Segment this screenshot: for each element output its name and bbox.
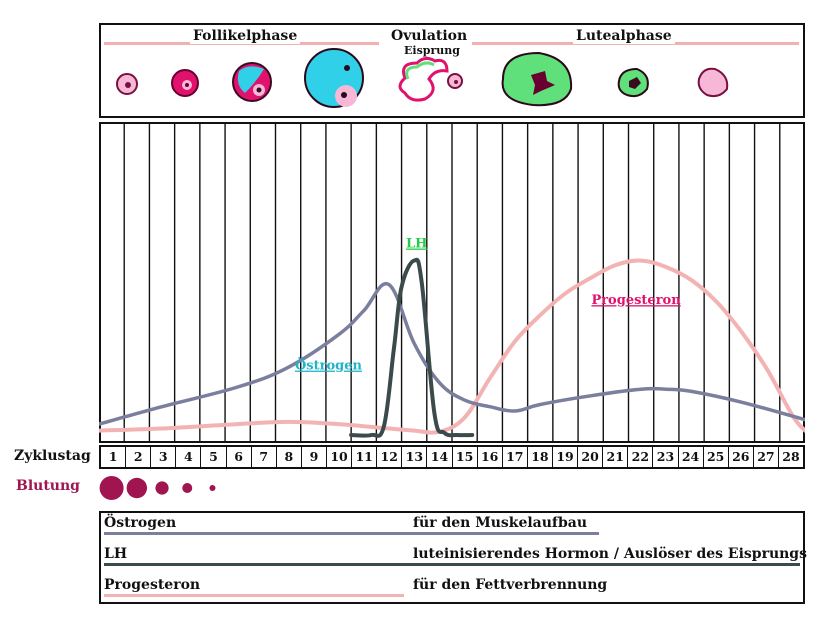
legend-swatch-line <box>104 594 404 597</box>
day-tick-label: 23 <box>653 447 679 467</box>
day-tick-label: 14 <box>427 447 453 467</box>
day-tick-label: 21 <box>603 447 629 467</box>
legend-swatch-line <box>104 532 599 535</box>
day-tick-label: 3 <box>151 447 177 467</box>
day-tick-label: 15 <box>453 447 478 467</box>
annotation-progesteron: Progesteron <box>591 293 681 308</box>
day-tick-label: 27 <box>754 447 779 467</box>
bleeding-indicator <box>99 476 216 500</box>
follicle-stage-1-icon <box>116 73 138 95</box>
legend-description: luteinisierendes Hormon / Auslöser des E… <box>413 546 807 562</box>
day-tick-label: 12 <box>377 447 403 467</box>
corpus-albicans-icon <box>697 67 729 98</box>
bleeding-dot <box>126 477 148 499</box>
day-tick-label: 2 <box>126 447 152 467</box>
hormone-chart: Östrogen LH Progesteron <box>99 122 805 443</box>
ovulation-label: Ovulation <box>389 28 470 44</box>
day-tick-label: 18 <box>528 447 553 467</box>
day-tick-label: 22 <box>628 447 654 467</box>
day-tick-label: 4 <box>176 447 202 467</box>
progesterone-series-line <box>99 258 805 435</box>
corpus-luteum-regressing-icon <box>617 67 649 98</box>
day-grid-lines <box>123 122 781 443</box>
lh-series-line <box>349 257 475 438</box>
bleeding-dot <box>182 483 193 493</box>
day-tick-label: 13 <box>402 447 428 467</box>
follicle-stage-2-icon <box>171 69 199 97</box>
phase-panel <box>99 23 805 118</box>
day-tick-label: 9 <box>302 447 327 467</box>
legend-panel <box>99 511 805 604</box>
legend-name: Östrogen <box>104 515 177 531</box>
day-tick-label: 8 <box>277 447 302 467</box>
legend-swatch-line <box>104 563 800 566</box>
bleeding-dot <box>155 481 169 495</box>
day-tick-label: 26 <box>729 447 754 467</box>
luteal-phase-label: Lutealphase <box>573 28 675 44</box>
follicular-phase-label: Follikelphase <box>190 28 301 44</box>
bleeding-dot <box>99 476 124 500</box>
ovulation-sub-label: Eisprung <box>404 44 460 57</box>
bleeding-dot <box>209 485 216 491</box>
day-tick-label: 5 <box>201 447 227 467</box>
day-tick-label: 11 <box>352 447 378 467</box>
legend-name: Progesteron <box>104 577 201 593</box>
bleeding-label: Blutung <box>16 478 80 494</box>
series-annotations: Östrogen LH Progesteron <box>295 237 681 374</box>
cycle-day-label: Zyklustag <box>14 448 91 464</box>
day-tick-label: 16 <box>478 447 503 467</box>
follicle-illustrations <box>116 48 729 108</box>
ovulation-follicle-icon <box>398 56 463 102</box>
legend-name: LH <box>104 546 128 562</box>
estrogen-series-line <box>99 281 805 426</box>
day-tick-label: 19 <box>553 447 579 467</box>
day-tick-label: 7 <box>252 447 277 467</box>
day-tick-label: 10 <box>327 447 353 467</box>
day-tick-label: 28 <box>782 449 800 464</box>
corpus-luteum-icon <box>501 51 573 107</box>
legend-description: für den Muskelaufbau <box>413 515 587 531</box>
day-tick-label: 20 <box>578 447 604 467</box>
legend-description: für den Fettverbrennung <box>413 577 608 593</box>
day-tick-label: 6 <box>227 447 252 467</box>
day-tick-label: 1 <box>101 447 127 467</box>
day-tick-label: 25 <box>704 447 729 467</box>
follicle-stage-3-icon <box>232 62 272 102</box>
cycle-day-axis: 1 2 3 4 5 6 7 8 9 10 11 12 13 14 15 16 17 18 19 20 21 22 23 24 2… <box>99 445 805 469</box>
annotation-lh: LH <box>406 237 427 252</box>
day-tick-label: 24 <box>679 447 704 467</box>
annotation-strogen: Östrogen <box>295 357 363 374</box>
day-tick-label: 17 <box>503 447 528 467</box>
follicle-stage-4-icon <box>304 48 364 108</box>
